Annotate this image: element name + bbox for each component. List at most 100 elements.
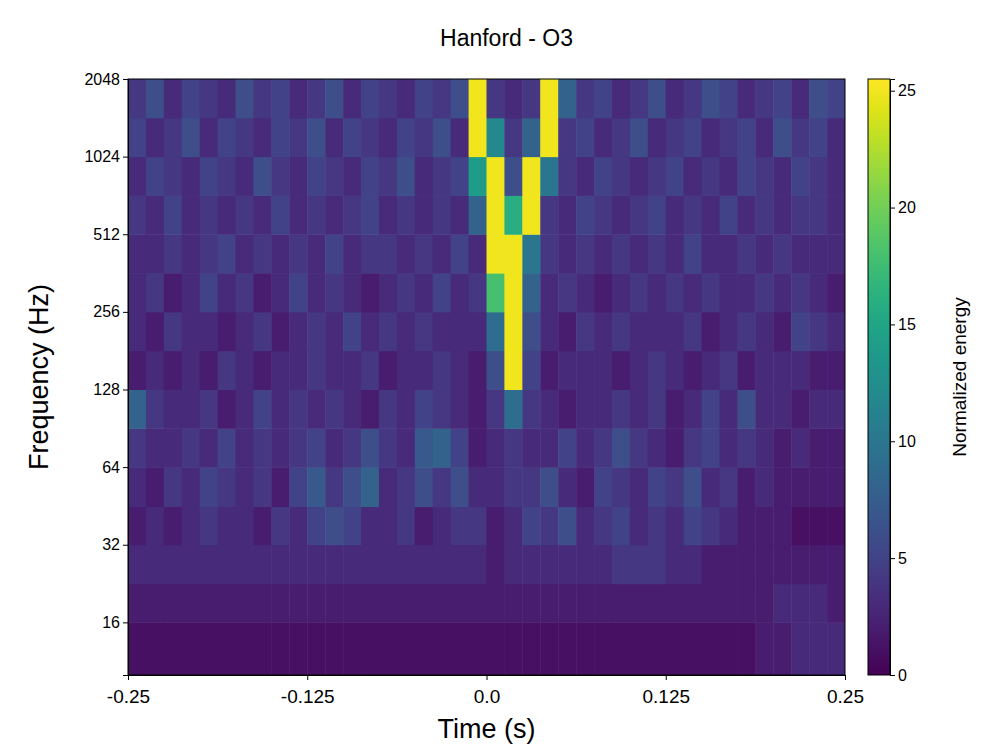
cell <box>522 312 540 351</box>
cell <box>379 273 397 312</box>
cell <box>487 195 505 234</box>
cell <box>253 157 271 196</box>
cell <box>720 273 738 312</box>
cell <box>451 507 469 546</box>
cell <box>325 584 343 623</box>
cell <box>827 79 845 118</box>
cell <box>630 584 648 623</box>
cell <box>379 428 397 467</box>
cell <box>164 351 182 390</box>
cell <box>236 195 254 234</box>
cell <box>666 467 684 507</box>
cell <box>218 234 236 273</box>
cell <box>648 79 666 118</box>
y-tick: 256 <box>93 303 128 320</box>
y-tick-mark <box>123 157 128 158</box>
cell <box>397 622 415 675</box>
cell <box>451 584 469 623</box>
cell <box>827 157 845 196</box>
cell <box>253 428 271 467</box>
cell <box>576 389 594 428</box>
cell <box>182 234 200 273</box>
cell <box>648 195 666 234</box>
cell <box>289 467 307 507</box>
cell <box>773 234 791 273</box>
x-tick: 0.125 <box>642 675 690 707</box>
cell <box>451 312 469 351</box>
cell <box>648 467 666 507</box>
cell <box>540 351 558 390</box>
cell <box>630 507 648 546</box>
cell <box>182 157 200 196</box>
x-tick-mark <box>487 675 488 680</box>
cell <box>594 79 612 118</box>
cell <box>737 428 755 467</box>
x-tick: -0.125 <box>281 675 335 707</box>
cell <box>469 545 487 584</box>
cell <box>504 507 522 546</box>
cell <box>827 467 845 507</box>
cell <box>612 622 630 675</box>
cell <box>325 312 343 351</box>
cell <box>773 467 791 507</box>
cell <box>343 273 361 312</box>
cell <box>809 273 827 312</box>
cell <box>379 622 397 675</box>
colorbar-tick: 10 <box>890 433 916 450</box>
cell <box>737 584 755 623</box>
cell <box>648 157 666 196</box>
cell <box>594 312 612 351</box>
cell <box>146 234 164 273</box>
cell <box>379 545 397 584</box>
cell <box>755 351 773 390</box>
cell <box>307 622 325 675</box>
cell <box>343 157 361 196</box>
cell <box>325 389 343 428</box>
cell <box>540 622 558 675</box>
x-tick-mark <box>307 675 308 680</box>
colorbar-tick-mark <box>890 675 895 676</box>
cell <box>755 195 773 234</box>
cell <box>415 351 433 390</box>
cell <box>236 351 254 390</box>
cell <box>307 584 325 623</box>
cell <box>253 195 271 234</box>
cell <box>236 507 254 546</box>
cell <box>737 545 755 584</box>
colorbar-tick: 15 <box>890 316 916 333</box>
cell <box>684 273 702 312</box>
cell <box>612 273 630 312</box>
cell <box>809 234 827 273</box>
x-tick-label: 0.0 <box>474 686 500 707</box>
cell <box>433 195 451 234</box>
cell <box>755 79 773 118</box>
cell <box>773 351 791 390</box>
cell <box>684 195 702 234</box>
cell <box>271 273 289 312</box>
cell <box>415 545 433 584</box>
cell <box>289 507 307 546</box>
y-axis-line <box>123 80 129 676</box>
cell <box>558 545 576 584</box>
y-axis: 16326412825651210242048 <box>84 71 128 676</box>
cell <box>218 351 236 390</box>
cell <box>271 467 289 507</box>
cell <box>218 195 236 234</box>
cell <box>576 273 594 312</box>
cell <box>791 507 809 546</box>
cell <box>720 195 738 234</box>
cell <box>469 351 487 390</box>
cell <box>487 622 505 675</box>
cell <box>397 584 415 623</box>
cell <box>325 234 343 273</box>
cell <box>827 584 845 623</box>
cell <box>397 118 415 157</box>
cell <box>630 389 648 428</box>
cell <box>630 79 648 118</box>
cell <box>200 507 218 546</box>
cell <box>164 507 182 546</box>
cell <box>236 312 254 351</box>
cell <box>289 79 307 118</box>
cell <box>558 389 576 428</box>
cell <box>594 622 612 675</box>
